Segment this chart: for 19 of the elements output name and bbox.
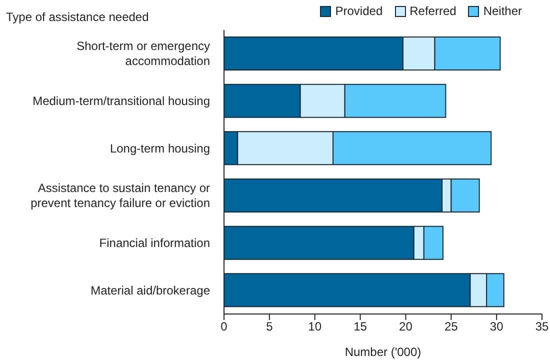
y-tick-label: Assistance to sustain tenancy or prevent tenancy failure or eviction — [30, 181, 210, 210]
y-tick-label: Medium-term/transitional housing — [32, 94, 210, 108]
x-tick-label: 20 — [399, 320, 413, 334]
y-tick-label: Material aid/brokerage — [90, 283, 210, 298]
x-tick-label: 0 — [220, 320, 228, 334]
y-tick-label: Financial information — [99, 236, 210, 250]
y-tick-label: Long-term housing — [110, 141, 210, 156]
y-tick-label: Short-term or emergency accommodation — [76, 39, 210, 68]
x-axis-title: Number ('000) — [344, 345, 422, 359]
x-tick-label: 5 — [266, 320, 274, 334]
x-tick-label: 10 — [308, 320, 322, 334]
legend-label: Neither — [482, 4, 522, 18]
legend-label: Referred — [408, 4, 456, 18]
x-tick-label: 35 — [535, 320, 549, 334]
x-tick-label: 25 — [444, 320, 458, 334]
x-tick-label: 30 — [490, 320, 504, 334]
legend-label: Provided — [334, 4, 383, 18]
x-tick-label: 15 — [354, 320, 368, 334]
y-axis-title: Type of assistance needed — [6, 10, 149, 24]
